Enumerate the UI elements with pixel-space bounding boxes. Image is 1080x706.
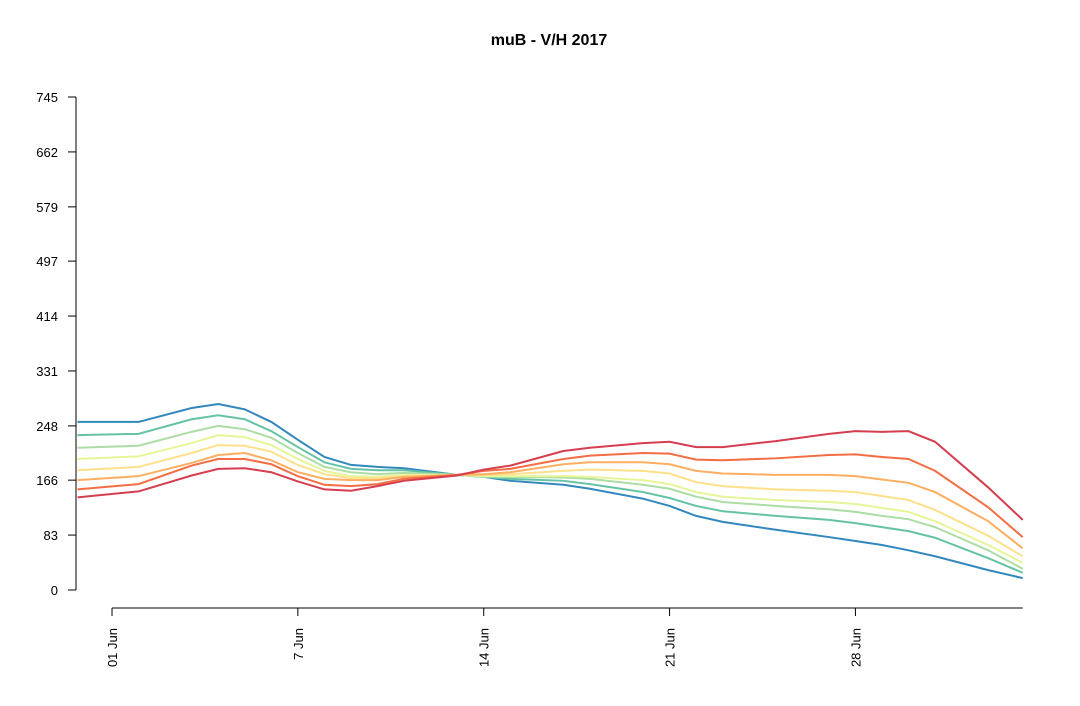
chart-title: muB - V/H 2017 bbox=[491, 32, 608, 49]
y-tick-label: 579 bbox=[36, 200, 58, 215]
x-tick-label: 28 Jun bbox=[848, 628, 863, 667]
y-tick-label: 248 bbox=[36, 419, 58, 434]
series-line bbox=[77, 424, 1024, 570]
x-tick-label: 7 Jun bbox=[291, 628, 306, 660]
x-tick-label: 01 Jun bbox=[105, 628, 120, 667]
x-tick-label: 21 Jun bbox=[663, 628, 678, 667]
y-tick-label: 166 bbox=[36, 473, 58, 488]
y-tick-label: 331 bbox=[36, 364, 58, 379]
y-tick-label: 497 bbox=[36, 254, 58, 269]
x-tick-label: 14 Jun bbox=[477, 628, 492, 667]
series-line bbox=[77, 403, 1023, 580]
series-line bbox=[77, 434, 1024, 564]
y-tick-label: 83 bbox=[44, 528, 58, 543]
series-line bbox=[77, 430, 1024, 521]
y-tick-label: 414 bbox=[36, 309, 58, 324]
y-tick-label: 0 bbox=[51, 583, 58, 598]
series-line bbox=[77, 452, 1024, 538]
y-tick-label: 745 bbox=[36, 90, 58, 105]
series-line bbox=[77, 452, 1024, 550]
series-line bbox=[77, 414, 1024, 574]
y-tick-label: 662 bbox=[36, 145, 58, 160]
series-line bbox=[77, 444, 1024, 558]
